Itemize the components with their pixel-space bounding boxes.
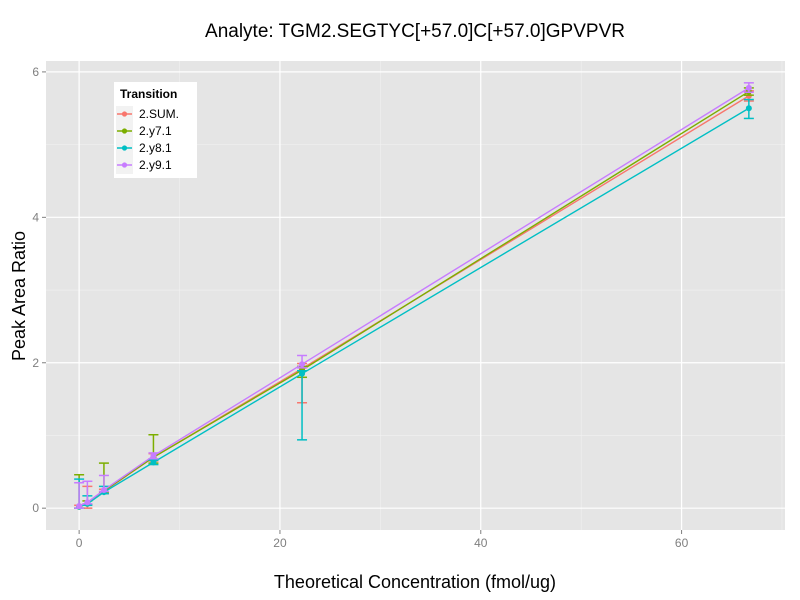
- legend-key-point: [121, 145, 128, 151]
- series-layer: [74, 82, 754, 510]
- legend-label: 2.y9.1: [139, 158, 172, 172]
- data-point: [150, 459, 157, 466]
- data-point: [76, 503, 83, 510]
- legend-title: Transition: [120, 87, 177, 101]
- data-point: [299, 370, 306, 377]
- legend-item: 2.y9.1: [116, 157, 172, 174]
- data-point: [150, 452, 157, 459]
- y-tick-label: 6: [32, 65, 39, 79]
- legend-label: 2.SUM.: [139, 107, 179, 121]
- legend-key-point: [121, 162, 128, 168]
- chart-title: Analyte: TGM2.SEGTYC[+57.0]C[+57.0]GPVPV…: [205, 21, 625, 42]
- series-2.y9.1: [74, 82, 754, 510]
- legend-items: 2.SUM. 2.y7.1 2.y8.1 2.y9.1: [116, 106, 179, 174]
- legend-key-point: [121, 128, 128, 134]
- legend-item: 2.SUM.: [116, 106, 179, 123]
- data-point: [745, 105, 752, 112]
- data-point: [745, 84, 752, 91]
- grid-major: [46, 61, 785, 530]
- data-point: [84, 499, 91, 506]
- legend-label: 2.y7.1: [139, 124, 172, 138]
- x-tick-label: 0: [76, 536, 83, 550]
- y-axis-ticks: 0 2 4 6: [32, 65, 46, 515]
- legend-item: 2.y7.1: [116, 123, 172, 140]
- x-axis-ticks: 0 20 40 60: [76, 530, 689, 550]
- y-axis-title: Peak Area Ratio: [9, 231, 29, 361]
- y-tick-label: 2: [32, 356, 39, 370]
- legend: Transition 2.SUM. 2.y7.1 2.y8.1 2.y9.1: [114, 82, 197, 178]
- x-axis-title: Theoretical Concentration (fmol/ug): [274, 572, 556, 592]
- legend-item: 2.y8.1: [116, 140, 172, 157]
- legend-label: 2.y8.1: [139, 141, 172, 155]
- y-tick-label: 4: [32, 210, 39, 224]
- y-tick-label: 0: [32, 501, 39, 515]
- data-point: [299, 361, 306, 368]
- x-tick-label: 60: [675, 536, 689, 550]
- data-point: [100, 487, 107, 494]
- x-tick-label: 40: [474, 536, 488, 550]
- legend-key-point: [121, 111, 128, 117]
- x-tick-label: 20: [273, 536, 287, 550]
